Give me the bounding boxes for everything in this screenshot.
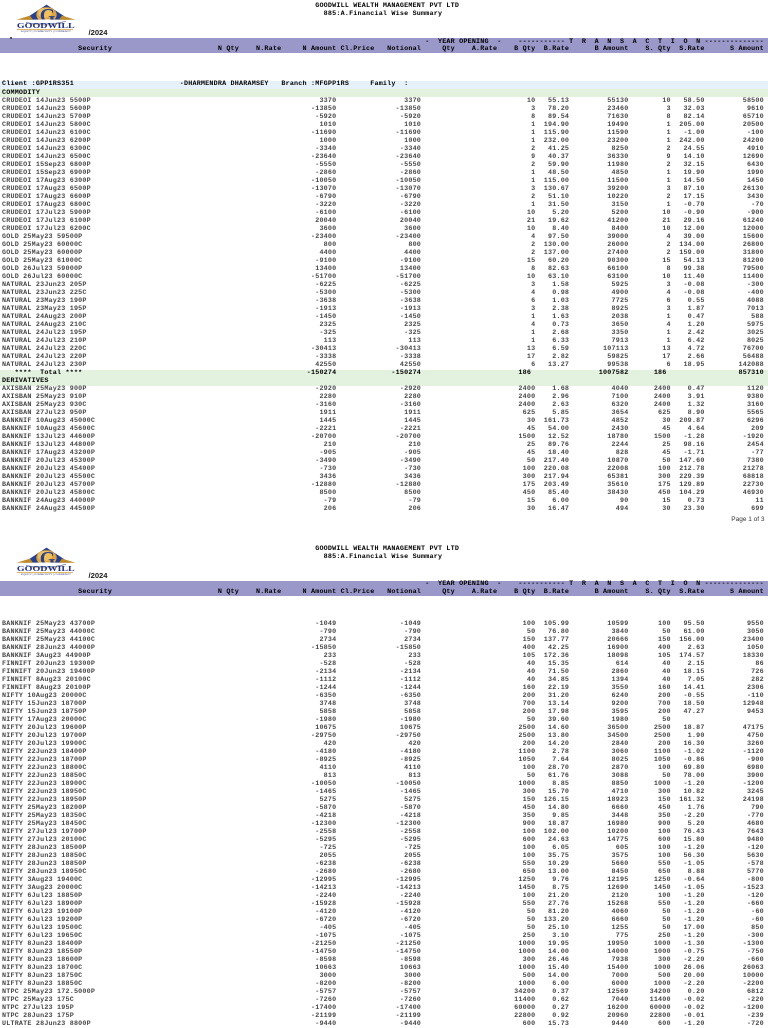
svg-text:EQUITY | COMMODITY | CURRENCY: EQUITY | COMMODITY | CURRENCY bbox=[21, 573, 72, 575]
svg-text:GOODWILL: GOODWILL bbox=[17, 566, 75, 573]
svg-text:EQUITY | COMMODITY | CURRENCY: EQUITY | COMMODITY | CURRENCY bbox=[21, 31, 72, 33]
svg-text:GOODWILL: GOODWILL bbox=[17, 23, 75, 30]
